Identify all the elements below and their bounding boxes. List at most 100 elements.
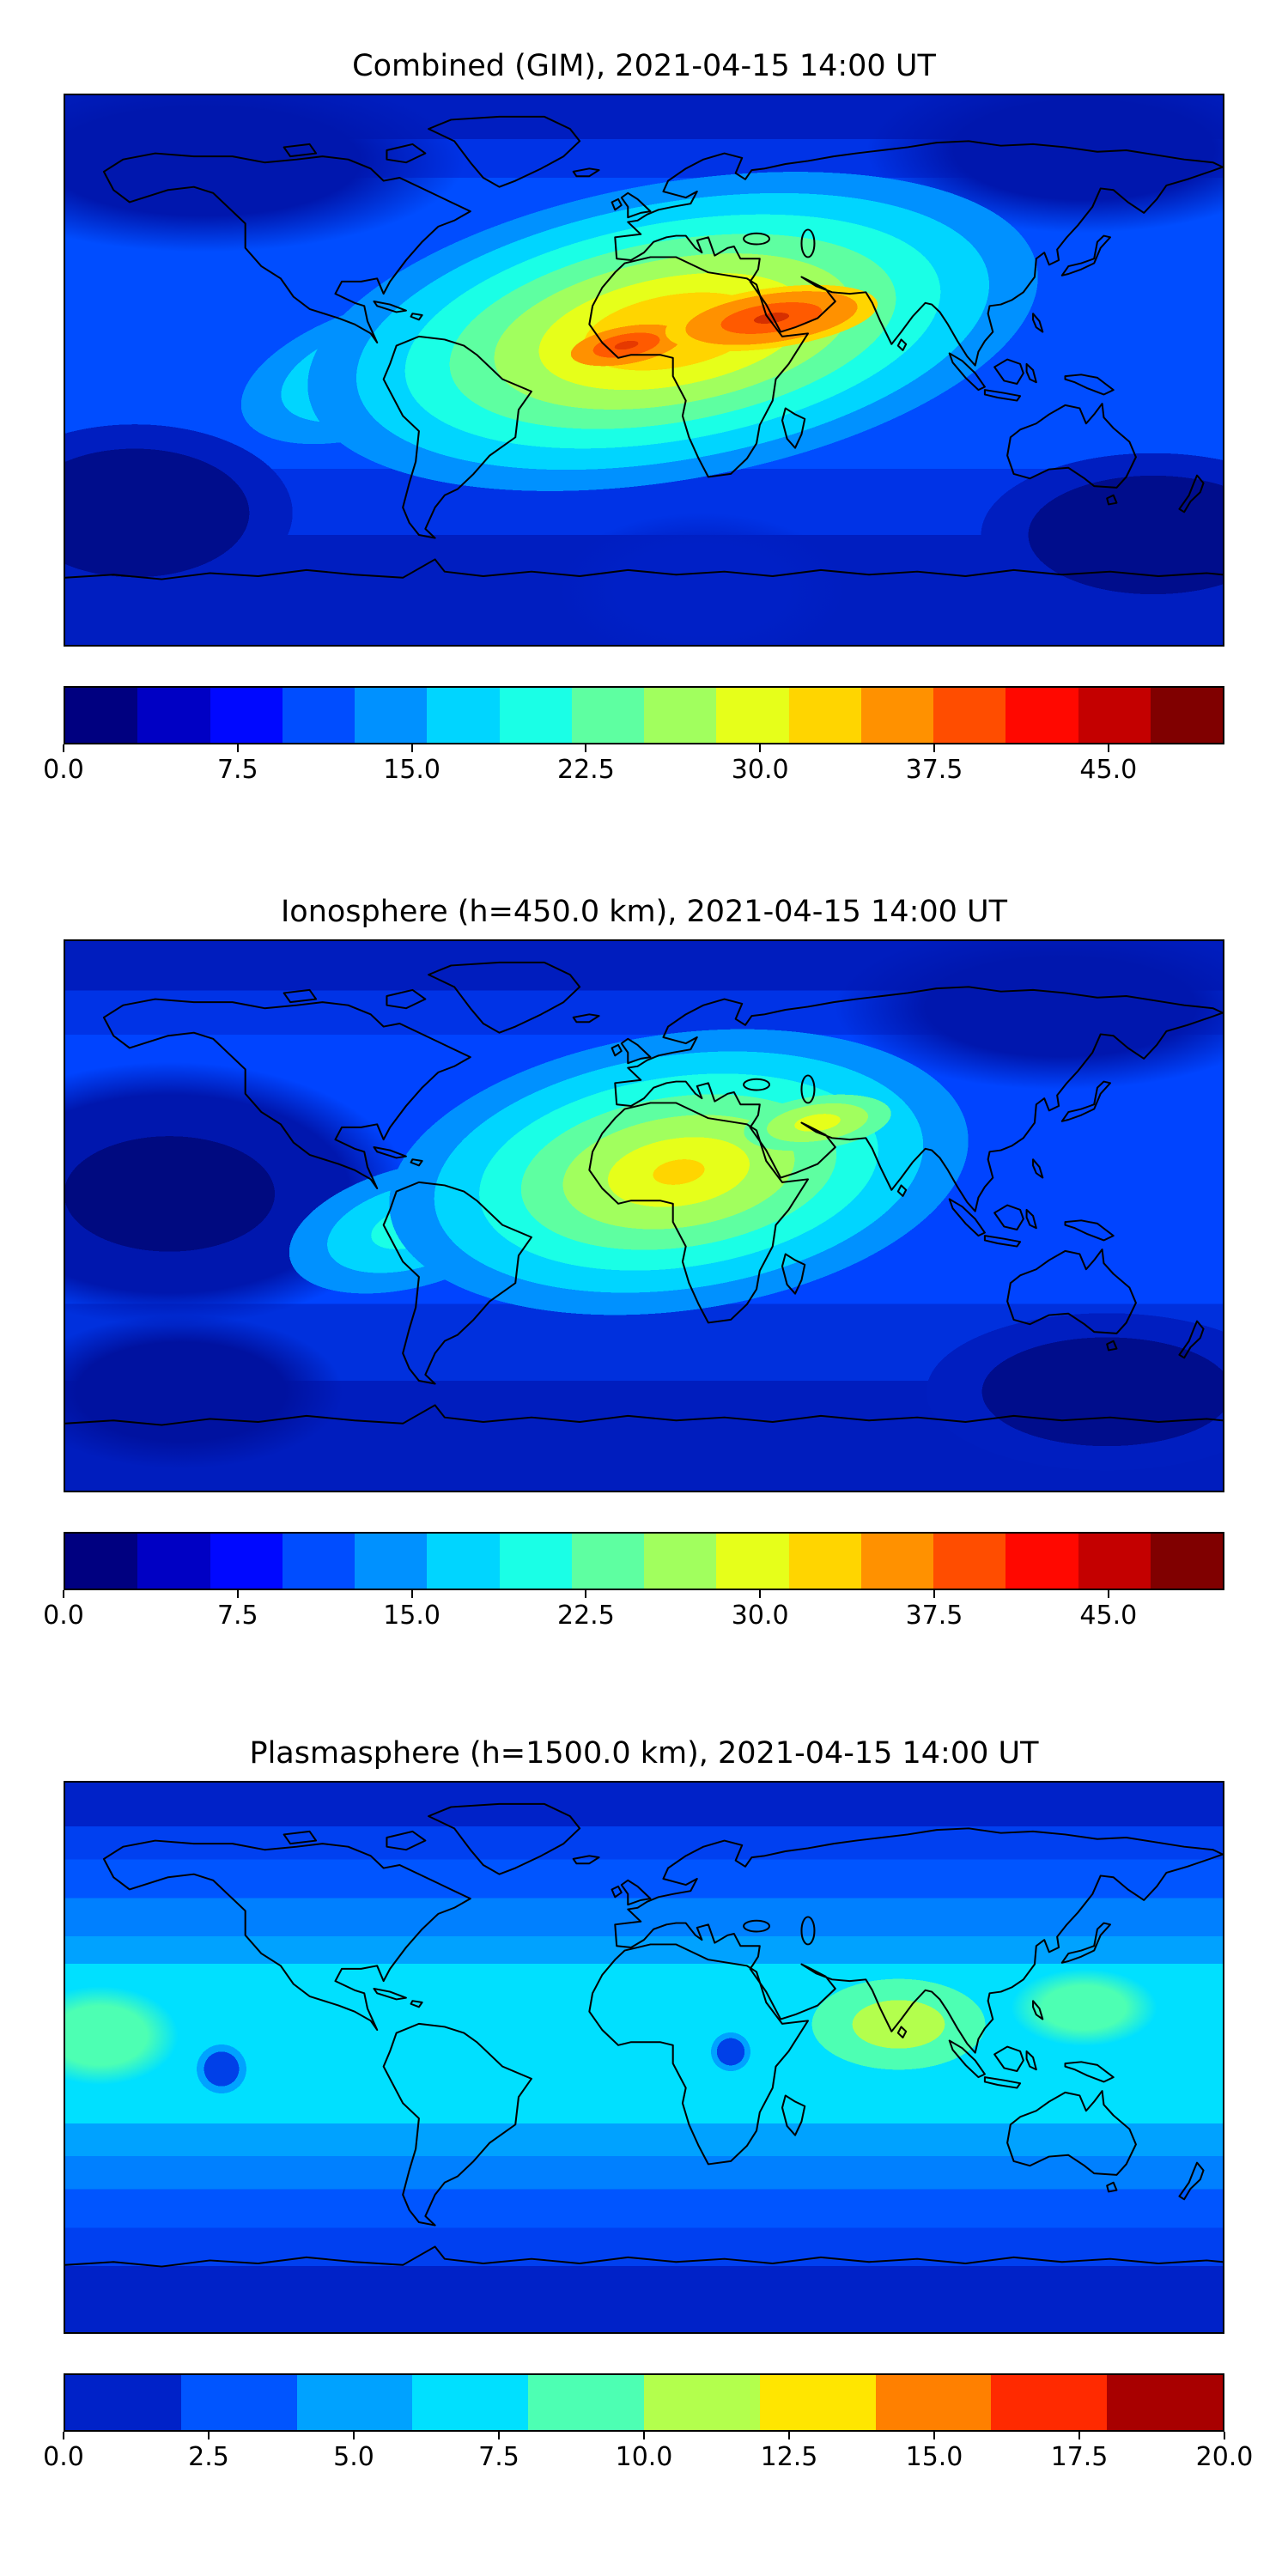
tick-label: 2.5 [188,2442,229,2472]
panel-combined-title: Combined (GIM), 2021-04-15 14:00 UT [352,49,936,83]
tick-mark [788,2432,790,2439]
colorbar-segment [933,1534,1006,1589]
tick-label: 45.0 [1079,1601,1138,1631]
tick-label: 15.0 [383,755,440,785]
tick-mark [410,744,413,752]
tick-mark [585,1590,587,1598]
world-coastline-map [65,1802,1223,2268]
tick-mark [759,1590,762,1598]
tick-mark [63,2432,64,2439]
coastline-overlay [65,95,1223,645]
tick-mark [643,2432,645,2439]
tick-mark [759,744,762,752]
tick-mark [498,2432,500,2439]
tick-label: 37.5 [905,755,963,785]
tick-label: 12.5 [760,2442,818,2472]
world-coastline-map [65,961,1223,1426]
tick-label: 7.5 [216,1601,258,1631]
colorbar-segment [1150,688,1223,743]
colorbar-segment [137,688,210,743]
colorbar-segment [1078,688,1151,743]
tick-label: 7.5 [478,2442,519,2472]
tick-mark [353,2432,355,2439]
tick-label: 22.5 [556,1601,615,1631]
tick-label: 17.5 [1050,2442,1109,2472]
colorbar-segment [788,1534,861,1589]
colorbar-ionosphere [64,1532,1224,1590]
tick-mark [63,1590,64,1598]
tick-mark [933,1590,935,1598]
colorbar-segment [499,688,572,743]
tec-patch-east-asia [979,1953,1188,2063]
tick-label: 15.0 [383,1601,440,1631]
colorbar-segment [282,688,355,743]
tick-label: 45.0 [1079,755,1138,785]
colorbar-segment [571,1534,644,1589]
tick-mark [208,2432,210,2439]
colorbar-segment [991,2375,1108,2430]
tick-label: 30.0 [731,1601,789,1631]
colorbar-segment [644,1534,717,1589]
panel-plasmasphere-title: Plasmasphere (h=1500.0 km), 2021-04-15 1… [249,1736,1039,1771]
colorbar-segment [860,688,933,743]
map-ionosphere [64,939,1224,1492]
colorbar-segment [355,688,428,743]
colorbar-segment [499,1534,572,1589]
colorbar-segment [210,1534,283,1589]
tick-mark [585,744,587,752]
colorbar-segment [180,2375,297,2430]
colorbar-segment [296,2375,413,2430]
colorbar-segment [716,688,789,743]
colorbar-segment [1150,1534,1223,1589]
coastline-overlay [65,1783,1223,2332]
colorbar-segment [1078,1534,1151,1589]
colorbar-segment [1107,2375,1223,2430]
colorbar-segment [860,1534,933,1589]
colorbar-segment [412,2375,529,2430]
colorbar-segment [644,688,717,743]
tick-mark [1078,2432,1080,2439]
tick-mark [933,744,935,752]
colorbar-plasmasphere [64,2373,1224,2432]
tick-mark [1224,2432,1225,2439]
colorbar-segment [137,1534,210,1589]
colorbar-segment [933,688,1006,743]
colorbar-segment [716,1534,789,1589]
tick-mark [410,1590,413,1598]
colorbar-segment [210,688,283,743]
world-coastline-map [65,115,1223,580]
tick-mark [933,2432,935,2439]
panel-ionosphere: Ionosphere (h=450.0 km), 2021-04-15 14:0… [43,786,1224,1631]
tick-mark [236,744,239,752]
colorbar-segment [427,688,500,743]
tec-background-field [65,1783,1223,2332]
map-plasmasphere [64,1781,1224,2334]
colorbar-segment [282,1534,355,1589]
colorbar-segment [759,2375,876,2430]
colorbar-segment [643,2375,760,2430]
coastline-overlay [65,941,1223,1491]
colorbar-segment [355,1534,428,1589]
tick-label: 0.0 [43,2442,84,2472]
colorbar-segment [1005,1534,1078,1589]
colorbar-combined [64,686,1224,744]
tick-label: 22.5 [556,755,615,785]
tick-mark [63,744,64,752]
tick-label: 5.0 [333,2442,374,2472]
colorbar-plasmasphere-ticks: 0.0 2.5 5.0 7.5 10.0 12.5 15.0 17.5 20.0 [43,2432,1253,2473]
map-combined [64,94,1224,647]
tick-mark [1107,744,1109,752]
colorbar-ionosphere-ticks: 0.0 7.5 15.0 22.5 30.0 37.5 45.0 [43,1590,1224,1631]
tick-mark [236,1590,239,1598]
colorbar-segment [875,2375,992,2430]
tick-label: 0.0 [43,1601,84,1631]
tick-label: 15.0 [905,2442,963,2472]
tick-label: 0.0 [43,755,84,785]
colorbar-combined-ticks: 0.0 7.5 15.0 22.5 30.0 37.5 45.0 [43,744,1224,786]
tick-mark [1107,1590,1109,1598]
panel-ionosphere-title: Ionosphere (h=450.0 km), 2021-04-15 14:0… [280,895,1008,929]
tick-label: 7.5 [216,755,258,785]
colorbar-segment [65,2375,181,2430]
tick-label: 20.0 [1195,2442,1254,2472]
